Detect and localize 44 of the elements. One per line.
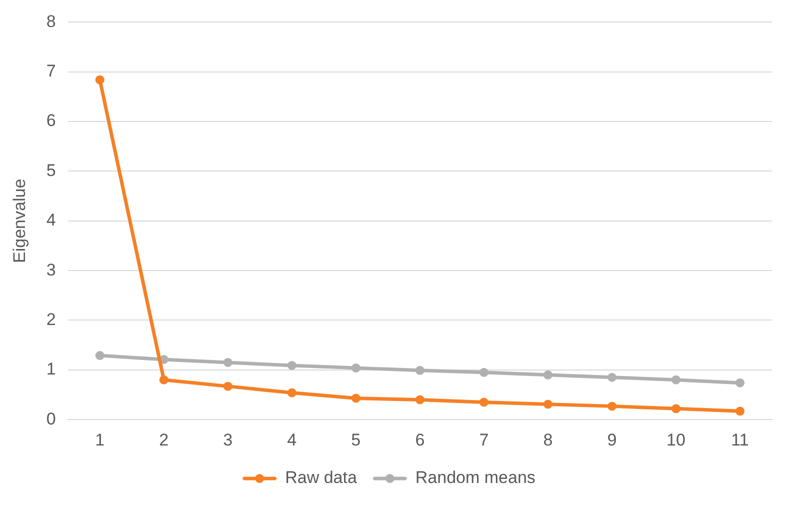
legend-label: Random means [415, 468, 536, 488]
point [223, 358, 232, 367]
point [735, 378, 744, 388]
x-tick-label: 8 [543, 430, 553, 450]
point [543, 400, 552, 409]
point [479, 398, 488, 407]
point [607, 402, 616, 411]
point [95, 75, 104, 84]
point [351, 363, 360, 372]
y-tick-label: 5 [46, 160, 56, 180]
point [479, 368, 488, 377]
y-tick-label: 3 [46, 260, 56, 280]
y-tick-label: 4 [46, 210, 56, 230]
point [287, 388, 296, 398]
point [735, 406, 744, 416]
y-tick-label: 0 [46, 409, 56, 428]
y-tick-label: 8 [46, 12, 56, 31]
point [415, 366, 424, 375]
point [287, 360, 296, 370]
y-axis-title: Eigenvalue [10, 178, 29, 263]
point [543, 370, 552, 380]
y-tick-label: 1 [46, 360, 56, 379]
y-tick-label: 7 [46, 62, 56, 81]
x-tick-label: 11 [731, 430, 749, 450]
x-tick-label: 3 [223, 430, 233, 450]
point [415, 395, 424, 404]
x-tick-label: 10 [666, 430, 686, 450]
x-tick-label: 5 [351, 430, 361, 450]
point [607, 372, 616, 382]
y-tick-label: 2 [46, 310, 56, 329]
point [223, 382, 232, 391]
x-tick-label: 6 [415, 430, 425, 450]
x-tick-label: 2 [159, 430, 169, 450]
point [95, 351, 104, 360]
y-tick-label: 6 [46, 111, 56, 130]
x-tick-label: 9 [607, 430, 617, 450]
x-tick-label: 4 [287, 430, 297, 450]
x-tick-label: 7 [479, 430, 489, 450]
point [671, 375, 680, 384]
legend-label: Raw data [285, 468, 358, 488]
point [159, 375, 168, 384]
point [671, 404, 680, 414]
point [351, 394, 360, 403]
x-tick-label: 1 [95, 430, 105, 450]
